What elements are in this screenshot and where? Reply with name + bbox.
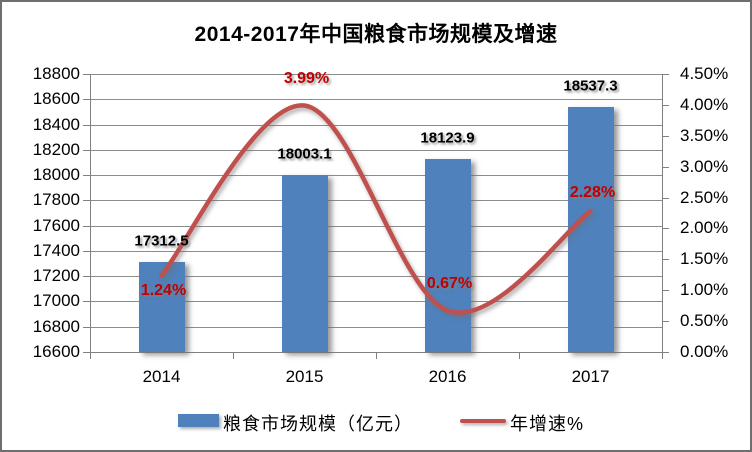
y-axis-right-tick [662,352,669,353]
y-axis-left-tick [83,225,90,227]
y-axis-right-tick [662,259,669,261]
x-axis-category-label: 2014 [142,367,181,386]
y-axis-left-label: 18600 [32,89,80,109]
y-axis-right-label: 1.50% [680,249,729,269]
y-axis-right-tick [662,104,669,106]
y-axis-left-label: 18200 [32,139,80,159]
y-axis-left-label: 17600 [32,215,80,235]
y-axis-right-tick [662,135,669,137]
y-axis-left-label: 18400 [32,114,80,134]
x-axis-tick [90,352,91,359]
legend-line-label: 年增速% [510,414,585,434]
y-axis-left-label: 16600 [32,342,80,361]
y-axis-right-line [662,74,663,352]
line-value-label: 1.24% [140,282,187,300]
y-axis-right-label: 4.50% [680,64,729,83]
line-value-label: 0.67% [426,274,473,292]
y-axis-right-label: 3.00% [680,156,729,176]
y-axis-right-tick [662,197,669,199]
line-value-label: 2.28% [569,184,616,202]
gridline [90,326,662,328]
y-axis-left-tick [83,326,90,328]
y-axis-left-tick [83,200,90,202]
y-axis-right-tick [662,74,669,75]
y-axis-left-label: 18800 [32,64,80,83]
x-axis-tick [662,352,663,359]
y-axis-right-tick [662,321,669,323]
gridline [90,74,662,75]
y-axis-right-label: 3.50% [680,125,729,145]
y-axis-right-label: 2.00% [680,218,729,238]
y-axis-left-label: 17200 [32,266,80,286]
y-axis-left-label: 17400 [32,240,80,260]
bar-value-label: 18003.1 [277,145,332,163]
y-axis-right-tick [662,290,669,292]
y-axis-right-label: 0.50% [680,311,729,331]
y-axis-right-label: 2.50% [680,187,729,207]
x-axis-category-label: 2016 [428,367,467,386]
legend-line-swatch-icon [460,419,506,423]
bar-value-label: 17312.5 [134,232,189,250]
y-axis-right-tick [662,228,669,230]
y-axis-right-label: 0.00% [680,342,729,361]
x-axis-tick [376,352,377,359]
chart-title: 2014-2017年中国粮食市场规模及增速 [194,23,558,46]
gridline [90,99,662,101]
y-axis-left-line [90,74,91,352]
y-axis-left-label: 17800 [32,190,80,210]
y-axis-left-label: 16800 [32,316,80,336]
x-axis-category-label: 2017 [571,367,610,386]
y-axis-left-label: 18000 [32,165,80,185]
bar-value-label: 18537.3 [563,77,618,95]
y-axis-left-label: 17000 [32,291,80,311]
y-axis-left-tick [83,124,90,126]
x-axis-category-label: 2015 [285,367,324,386]
y-axis-left-tick [83,276,90,278]
legend-bar-label: 粮食市场规模（亿元） [223,414,413,434]
y-axis-left-tick [83,99,90,101]
bar-value-label: 18123.9 [420,129,475,147]
y-axis-right-label: 4.00% [680,94,729,114]
y-axis-left-tick [83,250,90,252]
y-axis-left-tick [83,352,90,353]
y-axis-right-tick [662,166,669,168]
y-axis-left-tick [83,175,90,177]
y-axis-left-tick [83,301,90,303]
x-axis-tick [233,352,234,359]
y-axis-left-tick [83,74,90,75]
y-axis-right-label: 1.00% [680,280,729,300]
y-axis-left-tick [83,149,90,151]
x-axis-tick [519,352,520,359]
legend-bar-swatch-icon [178,414,219,427]
line-value-label: 3.99% [283,69,330,87]
